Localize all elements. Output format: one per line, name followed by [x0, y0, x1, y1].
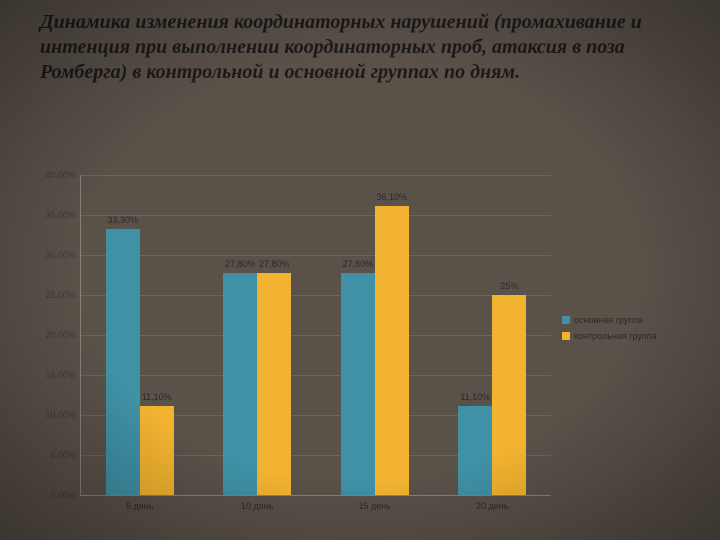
bar-value-label: 27,80% [225, 259, 256, 269]
y-tick: 40,00% [20, 170, 76, 180]
plot-area: 33,30%11,10%5 день27,80%27,80%10 день27,… [80, 175, 551, 496]
legend-item: основная группа [562, 315, 657, 325]
chart-title: Динамика изменения координаторных наруше… [40, 10, 690, 85]
bar-value-label: 36,10% [376, 192, 407, 202]
legend: основная группа контрольная группа [562, 315, 657, 347]
bar: 33,30% [106, 229, 140, 495]
bar: 27,80% [223, 273, 257, 495]
x-tick: 15 день [359, 501, 391, 511]
bar-group: 27,80%27,80%10 день [223, 273, 291, 495]
bar-groups: 33,30%11,10%5 день27,80%27,80%10 день27,… [81, 175, 551, 495]
legend-item: контрольная группа [562, 331, 657, 341]
y-tick: 10,00% [20, 410, 76, 420]
y-tick: 15,00% [20, 370, 76, 380]
bar-value-label: 27,80% [342, 259, 373, 269]
y-tick: 25,00% [20, 290, 76, 300]
bar: 25% [492, 295, 526, 495]
bar-value-label: 25% [500, 281, 518, 291]
x-tick: 20 день [476, 501, 508, 511]
bar: 36,10% [375, 206, 409, 495]
y-tick: 5,00% [20, 450, 76, 460]
bar: 11,10% [458, 406, 492, 495]
x-tick: 10 день [241, 501, 273, 511]
chart: 0,00% 5,00% 10,00% 15,00% 20,00% 25,00% 30,00%… [20, 175, 700, 525]
bar: 27,80% [341, 273, 375, 495]
legend-label: контрольная группа [574, 331, 657, 341]
slide: Динамика изменения координаторных наруше… [0, 0, 720, 540]
x-tick: 5 день [126, 501, 153, 511]
bar-group: 33,30%11,10%5 день [106, 229, 174, 495]
legend-swatch [562, 316, 570, 324]
bar-group: 27,80%36,10%15 день [341, 206, 409, 495]
bar-value-label: 33,30% [107, 215, 138, 225]
bar-value-label: 11,10% [460, 392, 490, 402]
y-tick: 30,00% [20, 250, 76, 260]
y-tick: 0,00% [20, 490, 76, 500]
bar: 27,80% [257, 273, 291, 495]
y-tick: 35,00% [20, 210, 76, 220]
bar-value-label: 11,10% [142, 392, 172, 402]
bar-group: 11,10%25%20 день [458, 295, 526, 495]
bar-value-label: 27,80% [259, 259, 290, 269]
legend-swatch [562, 332, 570, 340]
legend-label: основная группа [574, 315, 643, 325]
bar: 11,10% [140, 406, 174, 495]
y-tick: 20,00% [20, 330, 76, 340]
